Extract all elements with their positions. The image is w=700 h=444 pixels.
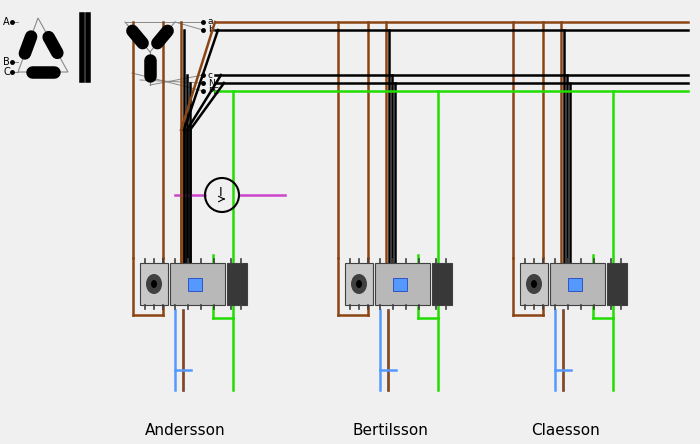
Bar (227, 263, 247, 305)
Bar (188, 278, 202, 291)
Text: B: B (4, 57, 10, 67)
Bar (375, 263, 430, 305)
Text: a: a (208, 17, 213, 27)
Text: PE: PE (208, 87, 219, 95)
Bar (520, 263, 548, 305)
Bar (393, 278, 407, 291)
Text: b: b (208, 25, 213, 35)
Text: c: c (208, 71, 213, 79)
Text: C: C (4, 67, 10, 77)
Ellipse shape (531, 280, 537, 288)
Bar (140, 263, 168, 305)
Bar (432, 263, 452, 305)
Bar (568, 278, 582, 291)
Text: I: I (219, 186, 223, 198)
Bar (170, 263, 225, 305)
Text: N: N (208, 79, 215, 87)
Bar (607, 263, 627, 305)
Ellipse shape (356, 280, 362, 288)
Text: Claesson: Claesson (531, 423, 599, 437)
Ellipse shape (526, 274, 542, 294)
Text: Andersson: Andersson (145, 423, 225, 437)
Ellipse shape (351, 274, 367, 294)
Ellipse shape (146, 274, 162, 294)
Bar (550, 263, 605, 305)
Bar (345, 263, 373, 305)
Ellipse shape (151, 280, 157, 288)
Text: A: A (4, 17, 10, 27)
Text: Bertilsson: Bertilsson (352, 423, 428, 437)
